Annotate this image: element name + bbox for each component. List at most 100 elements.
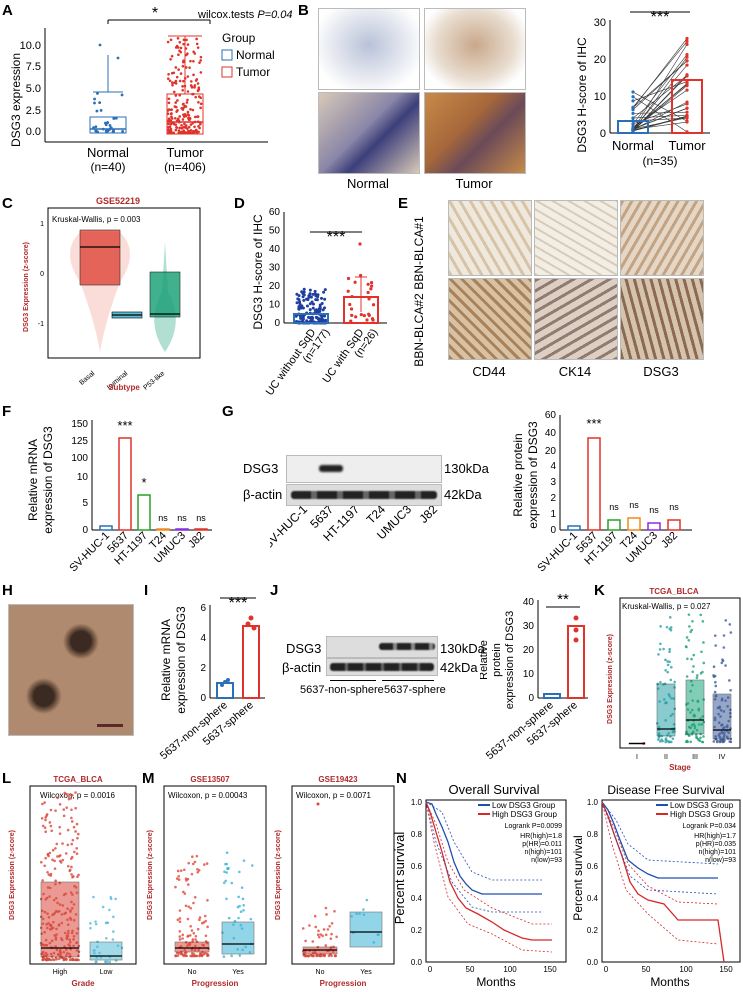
- panel-a-point: [197, 101, 200, 104]
- panel-b-pair-line: [632, 116, 688, 132]
- panel-m1-point: [222, 955, 226, 958]
- panel-k-point: [658, 740, 662, 743]
- panel-a-point: [167, 128, 170, 132]
- panel-c-ytick: -1: [38, 321, 44, 328]
- panel-m2-point: [316, 802, 320, 806]
- panel-n-title: Overall Survival: [448, 782, 539, 797]
- panel-a-point: [175, 75, 179, 79]
- panel-letter-d: D: [234, 195, 245, 212]
- panel-b-pair-line: [632, 75, 688, 119]
- panel-n1-ytick: 0.2: [411, 926, 423, 935]
- panel-a-point: [174, 116, 177, 120]
- panel-m1-point: [202, 921, 206, 924]
- panel-j-ytick: 30: [523, 621, 535, 632]
- panel-d-point: [295, 301, 299, 305]
- panel-m1-point: [185, 954, 188, 958]
- panel-b-ytick: 30: [594, 17, 606, 29]
- panel-a-point: [112, 128, 115, 132]
- panel-l-point: [76, 832, 80, 836]
- panel-m1-point: [237, 895, 240, 899]
- panel-l-point: [62, 957, 66, 960]
- panel-m1-point: [238, 954, 242, 957]
- panel-l-point: [105, 921, 109, 924]
- panel-h-sphere-image: [8, 604, 134, 736]
- panel-m1-point: [184, 904, 188, 908]
- panel-l-point: [109, 897, 113, 901]
- panel-d-point: [305, 297, 309, 301]
- panel-m1-point: [206, 954, 210, 957]
- panel-d-point: [308, 288, 312, 292]
- panel-l-point: [66, 864, 70, 868]
- panel-letter-g: G: [222, 403, 234, 420]
- panel-d-point: [358, 242, 362, 246]
- panel-b-point-normal: [631, 129, 635, 133]
- panel-a-ytick: 5.0: [26, 83, 41, 95]
- panel-a-point: [183, 84, 187, 88]
- panel-l-point: [89, 922, 92, 925]
- panel-d-point: [370, 284, 374, 288]
- panel-m2-point: [321, 934, 324, 938]
- panel-a-point: [192, 50, 195, 54]
- panel-e-col-label: CK14: [558, 364, 592, 379]
- panel-m2-point: [312, 954, 315, 958]
- panel-a-n: (n=40): [90, 160, 125, 174]
- panel-e-img-1-ck14: [534, 200, 618, 276]
- panel-d-point: [294, 314, 298, 318]
- panel-k-point: [713, 674, 717, 678]
- panel-k-xtick: II: [664, 754, 668, 761]
- panel-g-sig: ns: [649, 505, 659, 515]
- panel-a-point: [174, 105, 178, 109]
- panel-a-point: [92, 126, 95, 130]
- panel-l-point: [40, 817, 44, 820]
- panel-k-ylabel: DSG3 Expression (z-score): [607, 634, 614, 724]
- panel-g-bar: [587, 437, 601, 531]
- panel-d-ytick: 30: [269, 263, 281, 274]
- panel-k-point: [701, 740, 705, 744]
- panel-d-point: [307, 315, 311, 319]
- panel-a-point: [181, 103, 185, 106]
- panel-d-point: [318, 307, 322, 311]
- panel-a-point: [177, 53, 180, 57]
- panel-d-point: [371, 303, 376, 307]
- panel-m1-point: [225, 851, 229, 854]
- panel-b-pair-line: [632, 54, 688, 125]
- panel-m2-point: [319, 933, 323, 936]
- panel-m1-point: [239, 910, 243, 913]
- panel-n1-ytick: 1.0: [411, 798, 423, 807]
- panel-k-point: [728, 679, 731, 682]
- panel-a-point: [183, 112, 187, 116]
- panel-d-point: [297, 294, 301, 298]
- panel-l-point: [54, 879, 57, 883]
- panel-a-point: [94, 129, 98, 133]
- panel-d-point: [323, 297, 327, 301]
- panel-l-point: [65, 792, 68, 796]
- panel-b-pair-line: [632, 81, 688, 102]
- panel-k-point: [692, 665, 695, 668]
- panel-k-point: [669, 628, 673, 632]
- panel-l-point: [43, 864, 47, 868]
- panel-m1-point: [225, 871, 228, 874]
- panel-k-point: [714, 644, 717, 647]
- panel-m1-point: [186, 917, 190, 921]
- panel-m1-point: [192, 901, 195, 905]
- panel-letter-c: C: [2, 195, 13, 212]
- panel-k-point: [723, 739, 726, 742]
- panel-a-point: [108, 128, 111, 131]
- panel-a-point: [178, 79, 182, 83]
- panel-i-bar-nonsphere: [216, 682, 234, 699]
- panel-a-point: [95, 109, 99, 113]
- panel-m2-point: [315, 954, 319, 958]
- panel-k-point: [659, 625, 662, 628]
- panel-j-bar-sphere: [567, 625, 585, 699]
- panel-b-ytick: 20: [594, 54, 606, 66]
- panel-f-ytick: 5: [82, 498, 88, 509]
- panel-k-point: [664, 669, 667, 672]
- panel-k-xtick: IV: [719, 754, 726, 761]
- panel-c-ytick: 0: [40, 271, 44, 278]
- panel-b-pair-line: [632, 101, 688, 131]
- panel-b-point-tumor: [685, 110, 689, 114]
- panel-n-stat: HR(high)=1.7: [694, 833, 736, 840]
- panel-d-point: [302, 290, 306, 294]
- panel-m1-point: [176, 869, 180, 873]
- panel-l-point: [104, 936, 108, 940]
